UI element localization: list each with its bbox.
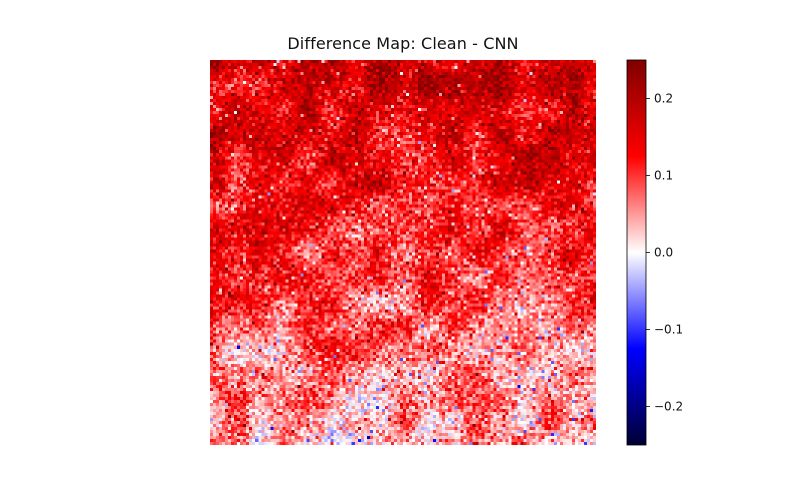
colorbar-gradient xyxy=(626,59,647,446)
colorbar-tick-label: 0.0 xyxy=(654,246,673,260)
colorbar-ticks: −0.2 −0.1 0.0 0.1 0.2 xyxy=(646,92,683,414)
colorbar-tick-label: 0.1 xyxy=(654,169,673,183)
chart-title: Difference Map: Clean - CNN xyxy=(287,34,519,53)
colorbar-tick-label: −0.1 xyxy=(654,323,683,337)
heatmap-image xyxy=(210,60,596,445)
colorbar-tick-label: 0.2 xyxy=(654,92,673,106)
colorbar-tick-label: −0.2 xyxy=(654,400,683,414)
